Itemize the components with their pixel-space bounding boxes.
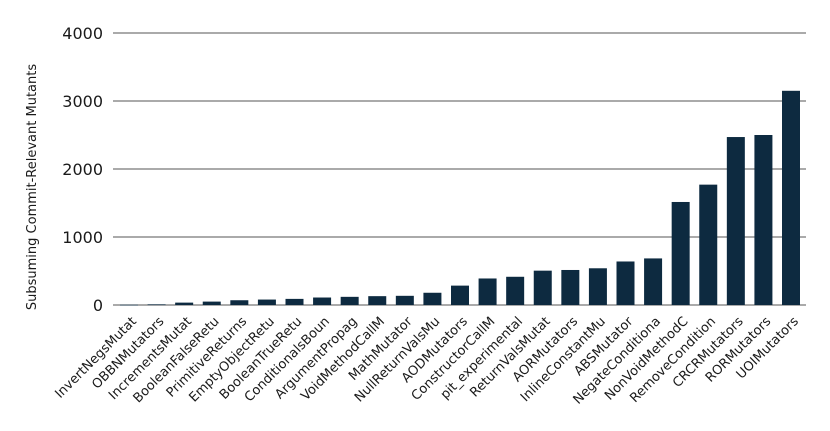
bar — [699, 184, 718, 305]
bar — [754, 135, 773, 305]
bar — [616, 261, 635, 305]
y-tick-label: 2000 — [62, 160, 103, 179]
bar — [588, 268, 607, 305]
y-axis-ticks: 0 1000 2000 3000 4000 — [62, 24, 103, 315]
bar — [368, 296, 387, 305]
bar — [285, 298, 304, 305]
bar — [230, 300, 249, 305]
x-axis-ticks: InvertNegsMutatOBBNMutatorsIncrementsMut… — [52, 314, 802, 408]
bar — [313, 297, 332, 305]
y-tick-label: 1000 — [62, 228, 103, 247]
bar — [120, 304, 138, 306]
bar — [451, 285, 469, 305]
bar — [782, 90, 800, 305]
y-axis-label: Subsuming Commit-Relevant Mutants — [25, 64, 40, 310]
bars — [120, 90, 800, 306]
bar — [423, 292, 442, 305]
bar — [147, 304, 166, 306]
bar — [340, 296, 359, 305]
bar — [533, 270, 552, 305]
bar — [506, 276, 525, 305]
bar — [395, 295, 414, 305]
bar — [202, 301, 221, 305]
bar — [561, 269, 580, 305]
gridlines — [113, 32, 806, 306]
bar — [175, 302, 194, 305]
bar — [671, 201, 690, 305]
bar — [478, 278, 497, 305]
y-tick-label: 3000 — [62, 92, 103, 111]
bar — [726, 137, 745, 305]
y-tick-label: 4000 — [62, 24, 103, 43]
y-tick-label: 0 — [93, 296, 103, 315]
bar — [257, 299, 276, 305]
bar — [644, 258, 663, 305]
